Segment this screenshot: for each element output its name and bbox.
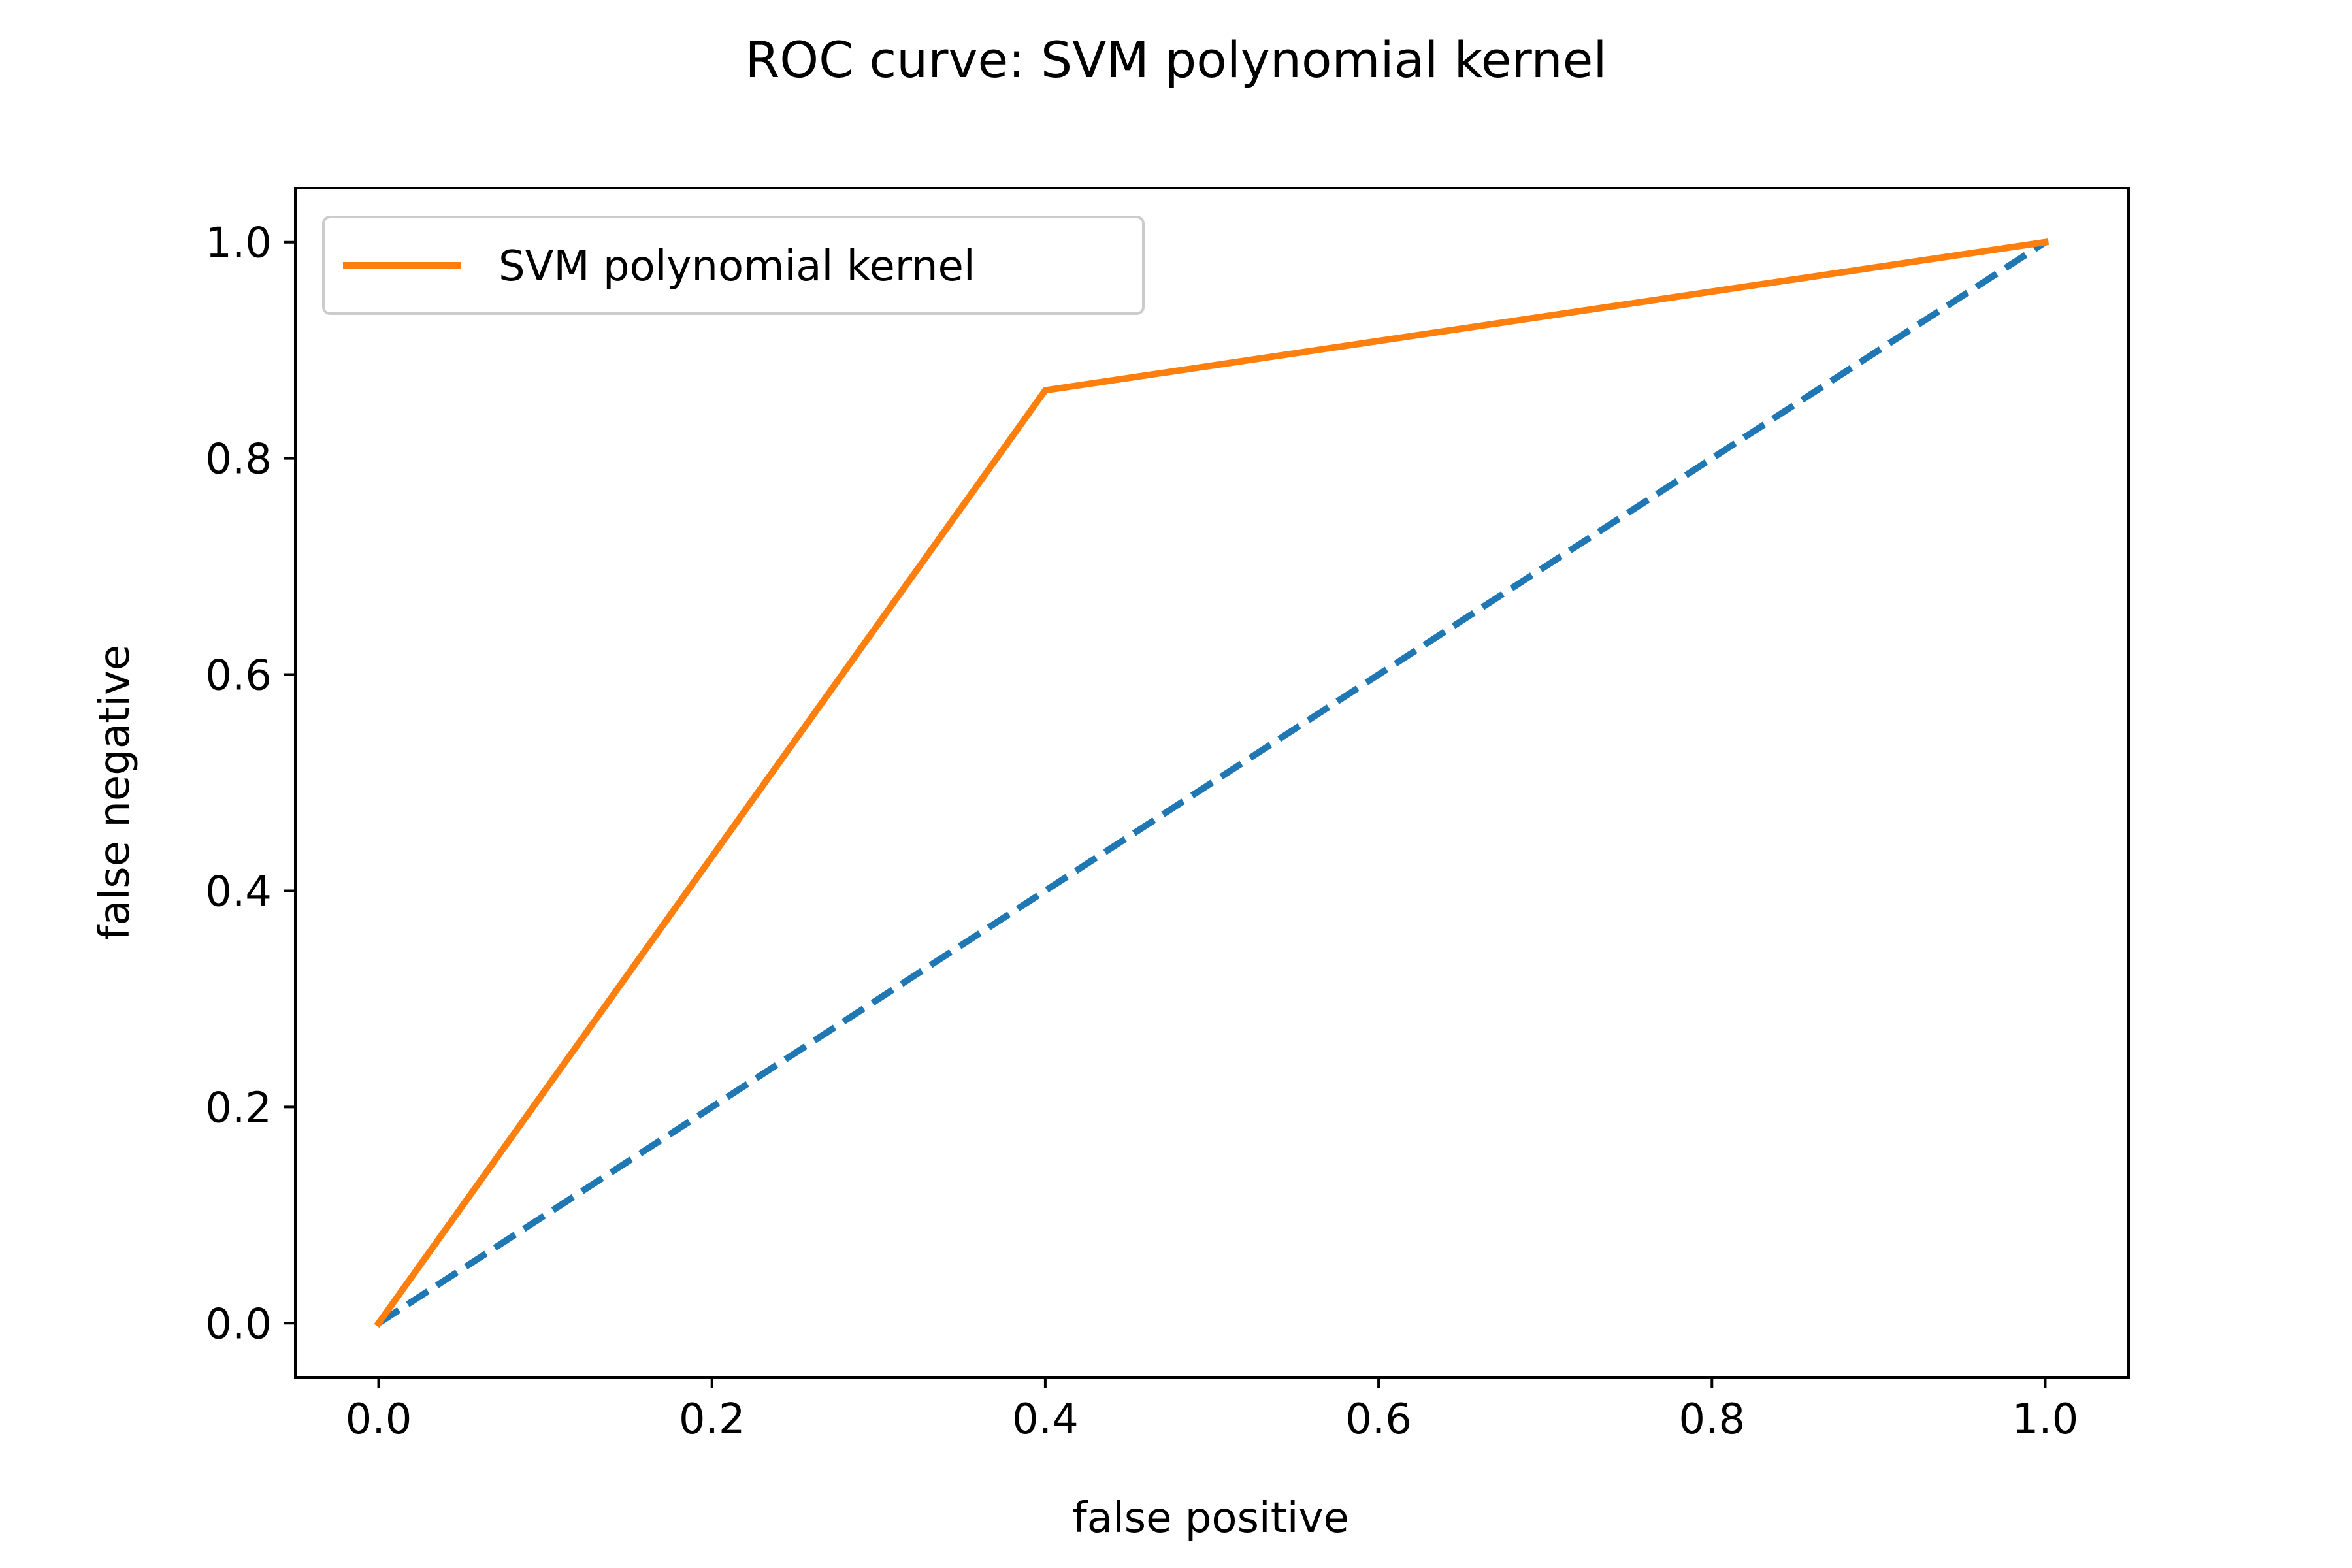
series-group (374, 238, 2050, 1328)
plot-area (374, 238, 2050, 1328)
x-tick-label: 0.2 (679, 1396, 745, 1444)
axes: 0.0 0.2 0.4 0.6 0.8 1.0 0.0 0.2 0.4 0.6 0.8 1.0 (205, 187, 2130, 1444)
y-tick-label: 0.4 (205, 868, 272, 916)
y-axis-label: false negative (91, 645, 139, 941)
legend-box (322, 216, 1145, 315)
y-tick-label: 0.6 (205, 652, 272, 700)
x-tick-label: 0.0 (346, 1396, 412, 1444)
x-axis-label: false positive (1072, 1494, 1349, 1543)
x-tick-label: 1.0 (2012, 1396, 2079, 1444)
chance-diagonal-line (376, 239, 2048, 1326)
y-tick-label: 0.0 (205, 1300, 272, 1348)
y-tick-label: 1.0 (205, 220, 272, 268)
legend-label: SVM polynomial kernel (498, 242, 975, 291)
legend: SVM polynomial kernel (322, 216, 1145, 315)
axes-frame (294, 187, 2130, 1379)
roc-curve-line (374, 238, 2050, 1328)
x-tick-label: 0.8 (1678, 1396, 1745, 1444)
x-tick-label: 0.4 (1012, 1396, 1079, 1444)
y-tick-label: 0.8 (205, 436, 272, 484)
x-tick-label: 0.6 (1345, 1396, 1412, 1444)
y-tick-label: 0.2 (205, 1084, 272, 1132)
chart-title: ROC curve: SVM polynomial kernel (745, 31, 1607, 89)
